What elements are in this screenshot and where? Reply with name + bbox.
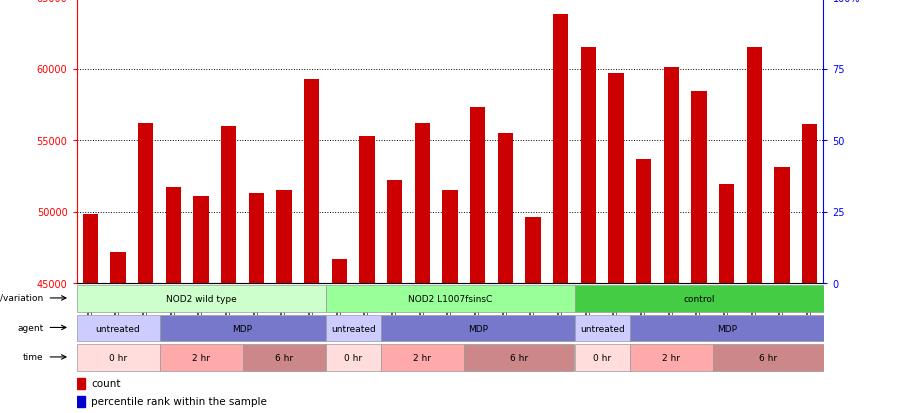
Text: 6 hr: 6 hr xyxy=(274,353,293,362)
Bar xyxy=(166,188,181,283)
Bar xyxy=(76,315,159,341)
Bar xyxy=(636,159,652,283)
Point xyxy=(554,0,568,1)
Point xyxy=(498,0,512,1)
Bar xyxy=(663,68,679,283)
Point xyxy=(360,0,374,1)
Bar xyxy=(802,125,817,283)
Text: NOD2 wild type: NOD2 wild type xyxy=(166,294,237,303)
Point xyxy=(415,0,429,1)
Text: 0 hr: 0 hr xyxy=(344,353,362,362)
Bar xyxy=(304,79,320,283)
Point xyxy=(139,0,153,1)
Point xyxy=(221,0,236,1)
Bar xyxy=(774,168,789,283)
Bar xyxy=(630,315,824,341)
Bar xyxy=(464,344,574,371)
Text: 6 hr: 6 hr xyxy=(759,353,778,362)
Bar xyxy=(498,133,513,283)
Bar xyxy=(221,126,237,283)
Text: control: control xyxy=(683,294,715,303)
Bar xyxy=(381,315,574,341)
Text: MDP: MDP xyxy=(232,324,253,333)
Point xyxy=(166,0,181,1)
Bar xyxy=(580,48,596,283)
Bar xyxy=(630,344,713,371)
Point xyxy=(719,0,733,1)
Bar xyxy=(574,344,630,371)
Text: 2 hr: 2 hr xyxy=(413,353,431,362)
Text: percentile rank within the sample: percentile rank within the sample xyxy=(92,396,267,406)
Text: agent: agent xyxy=(17,323,44,332)
Point xyxy=(388,0,402,1)
Bar xyxy=(83,215,98,283)
Bar xyxy=(713,344,824,371)
Point xyxy=(608,0,623,1)
Text: count: count xyxy=(92,378,121,388)
Bar xyxy=(691,92,707,283)
Bar xyxy=(111,252,126,283)
Text: MDP: MDP xyxy=(716,324,737,333)
Text: 2 hr: 2 hr xyxy=(192,353,210,362)
Text: 2 hr: 2 hr xyxy=(662,353,680,362)
Point xyxy=(194,0,208,1)
Text: time: time xyxy=(23,353,44,361)
Text: 0 hr: 0 hr xyxy=(593,353,611,362)
Point xyxy=(581,0,596,1)
Point xyxy=(332,0,347,1)
Point xyxy=(664,0,679,1)
Bar xyxy=(608,74,624,283)
Bar xyxy=(326,344,381,371)
Point xyxy=(443,0,457,1)
Bar xyxy=(159,315,326,341)
Point xyxy=(111,0,125,1)
Bar xyxy=(76,396,86,407)
Text: untreated: untreated xyxy=(580,324,625,333)
Bar xyxy=(359,136,374,283)
Text: NOD2 L1007fsinsC: NOD2 L1007fsinsC xyxy=(408,294,492,303)
Bar xyxy=(326,315,381,341)
Bar xyxy=(194,196,209,283)
Bar xyxy=(526,218,541,283)
Bar xyxy=(332,259,347,283)
Point xyxy=(471,0,485,1)
Point xyxy=(636,0,651,1)
Bar xyxy=(76,344,159,371)
Text: genotype/variation: genotype/variation xyxy=(0,294,44,303)
Text: MDP: MDP xyxy=(468,324,488,333)
Bar xyxy=(76,286,326,312)
Text: 0 hr: 0 hr xyxy=(109,353,127,362)
Point xyxy=(249,0,264,1)
Bar xyxy=(159,344,242,371)
Bar xyxy=(415,123,430,283)
Point xyxy=(747,0,761,1)
Bar xyxy=(138,123,153,283)
Bar xyxy=(574,286,824,312)
Point xyxy=(526,0,540,1)
Point xyxy=(304,0,319,1)
Point xyxy=(83,0,97,1)
Text: untreated: untreated xyxy=(331,324,375,333)
Bar xyxy=(76,377,86,389)
Bar xyxy=(574,315,630,341)
Bar xyxy=(326,286,574,312)
Bar xyxy=(248,193,264,283)
Bar xyxy=(719,185,734,283)
Bar xyxy=(747,48,762,283)
Bar xyxy=(242,344,326,371)
Text: 6 hr: 6 hr xyxy=(510,353,528,362)
Bar xyxy=(554,15,568,283)
Bar xyxy=(276,190,292,283)
Point xyxy=(277,0,292,1)
Bar xyxy=(381,344,464,371)
Point xyxy=(803,0,817,1)
Bar xyxy=(387,180,402,283)
Bar xyxy=(443,190,457,283)
Text: untreated: untreated xyxy=(95,324,140,333)
Point xyxy=(692,0,706,1)
Point xyxy=(775,0,789,1)
Bar xyxy=(470,108,485,283)
